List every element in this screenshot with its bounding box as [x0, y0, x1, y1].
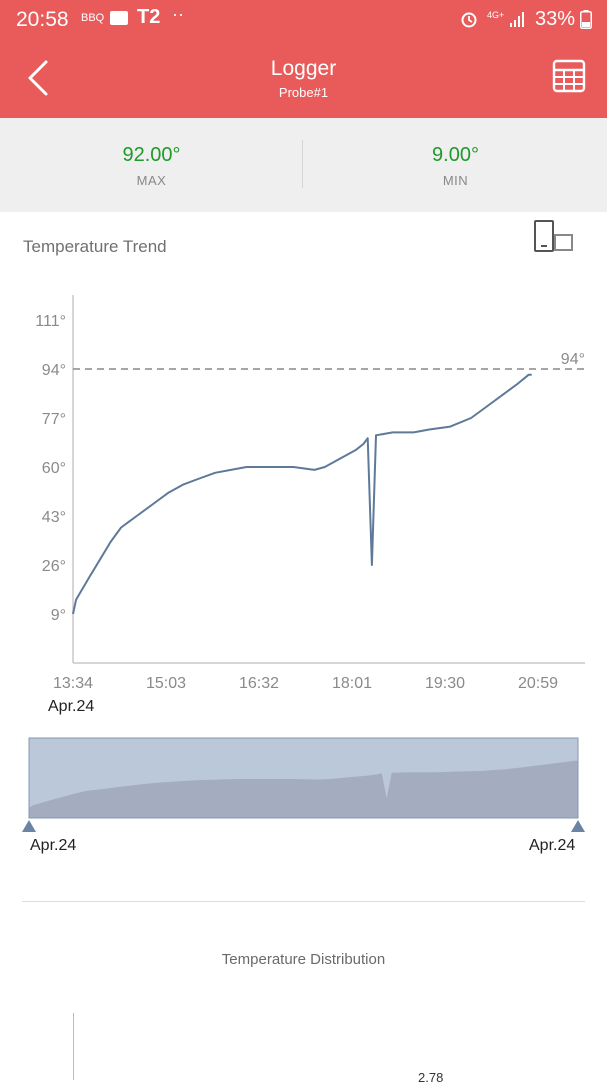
section-divider [22, 901, 585, 902]
min-stat: 9.00° MIN [304, 118, 607, 212]
x-tick-label: 13:34 [53, 675, 93, 690]
temperature-trend-chart: 111° 94° 77° 60° 43° 26° 9° 13:34 15:03 16:32 18:… [35, 295, 585, 690]
rotate-screen-button[interactable] [533, 220, 575, 254]
back-button[interactable] [20, 56, 60, 100]
table-icon [552, 59, 586, 93]
x-tick-label: 20:59 [518, 675, 558, 690]
status-bar: 20:58 BBQ T2 ·· 4G+ 33% [0, 0, 607, 38]
reference-line-label: 94° [561, 351, 585, 368]
status-app-icon-t2: T2 [137, 6, 161, 28]
max-label: MAX [136, 173, 167, 188]
y-tick-label: 94° [42, 362, 66, 379]
rotate-screen-icon [534, 220, 573, 252]
trend-start-date: Apr.24 [48, 698, 95, 715]
distribution-title: Temperature Distribution [221, 951, 386, 968]
range-navigator[interactable] [0, 730, 607, 840]
y-tick-label: 60° [42, 460, 66, 477]
network-type: 4G+ [487, 10, 505, 20]
x-tick-label: 16:32 [239, 675, 279, 690]
navigator-start-date: Apr.24 [30, 837, 77, 854]
x-tick-label: 15:03 [146, 675, 186, 690]
min-value: 9.00° [432, 144, 479, 166]
stats-panel: 92.00° MAX 9.00° MIN [0, 118, 607, 212]
status-app-icon-more: ·· [172, 4, 184, 24]
y-tick-label: 77° [42, 411, 66, 428]
chevron-left-icon [28, 60, 48, 96]
status-app-icon-bbq: BBQ [81, 12, 105, 24]
x-tick-label: 19:30 [425, 675, 465, 690]
battery-percent: 33% [534, 8, 575, 30]
page-title: Logger [270, 57, 337, 80]
stats-divider [302, 140, 303, 188]
signal-icon [510, 10, 526, 33]
distribution-y-axis [73, 1013, 74, 1080]
distribution-value-label: 2.78 [418, 1070, 444, 1085]
alarm-icon [460, 10, 478, 33]
max-stat: 92.00° MAX [0, 118, 303, 212]
navigator-series-area [29, 760, 578, 818]
status-time: 20:58 [16, 8, 69, 31]
probe-subtitle: Probe#1 [278, 85, 329, 100]
navigator-end-date: Apr.24 [529, 837, 576, 854]
app-bar: Logger Probe#1 [0, 38, 607, 118]
folder-icon [110, 11, 128, 25]
temperature-series-line [72, 373, 532, 615]
trend-title: Temperature Trend [23, 237, 167, 256]
min-label: MIN [442, 173, 469, 188]
navigator-end-handle[interactable] [571, 820, 585, 832]
navigator-start-handle[interactable] [22, 820, 36, 832]
battery-icon [580, 10, 592, 34]
y-tick-label: 9° [51, 607, 66, 624]
y-tick-label: 111° [35, 313, 66, 330]
max-value: 92.00° [122, 144, 181, 166]
x-tick-label: 18:01 [332, 675, 372, 690]
y-tick-label: 43° [42, 509, 66, 526]
navigator-frame [28, 737, 579, 819]
y-tick-label: 26° [42, 558, 66, 575]
table-view-button[interactable] [551, 58, 587, 94]
